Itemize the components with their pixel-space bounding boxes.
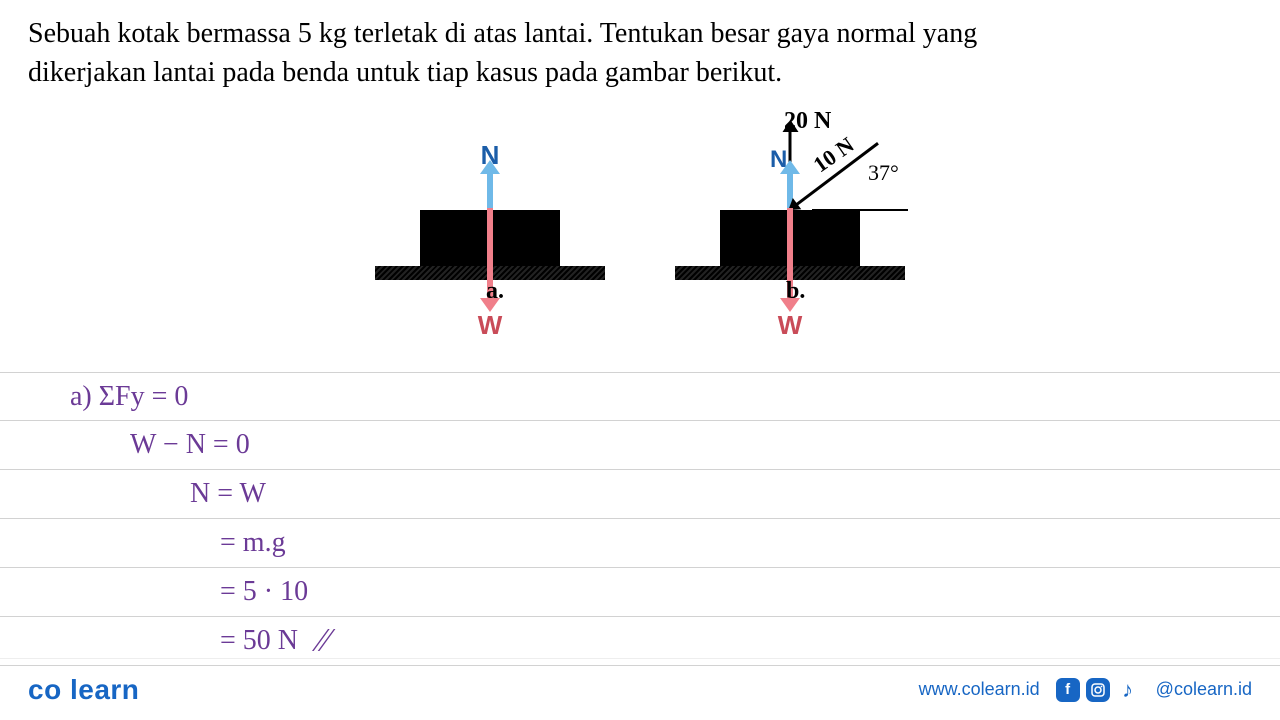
footer-handle: @colearn.id [1156,679,1252,700]
instagram-icon [1086,678,1110,702]
work-text: = 5 · 10 [70,576,308,608]
worked-solution: a) ΣFy = 0 W − N = 0 N = W = m.g = 5 · 1… [0,372,1280,660]
question-text: Sebuah kotak bermassa 5 kg terletak di a… [0,0,1280,92]
work-text: W − N = 0 [70,429,250,461]
part-a-label: a. [486,278,504,305]
angle-label: 37° [868,160,899,186]
end-marks: ⁄⁄ [318,622,329,660]
work-line: a) ΣFy = 0 [0,372,1280,421]
work-line: = m.g [0,519,1280,568]
angled-force-label: 10 N [808,132,858,178]
work-text: N = W [70,478,266,510]
diagram-a: N a. W [355,110,625,340]
diagrams-container: N a. W 20 N N 10 N 37° b. W [0,110,1280,340]
footer-right: www.colearn.id f ♪ @colearn.id [919,678,1252,702]
tiktok-icon: ♪ [1116,678,1140,702]
logo-part1: co [28,674,62,705]
facebook-icon: f [1056,678,1080,702]
footer: co learn www.colearn.id f ♪ @colearn.id [0,658,1280,720]
footer-url: www.colearn.id [919,679,1040,700]
work-text: = 50 N [70,625,298,657]
diagram-b: 20 N N 10 N 37° b. W [655,110,925,340]
weight-label-b: W [778,310,803,341]
work-text: a) ΣFy = 0 [70,381,188,413]
work-line: N = W [0,470,1280,519]
social-icons: f ♪ [1056,678,1140,702]
work-line: W − N = 0 [0,421,1280,470]
logo-part2: learn [70,674,139,705]
weight-label: W [478,310,503,341]
question-line1: Sebuah kotak bermassa 5 kg terletak di a… [28,18,977,49]
work-text: = m.g [70,527,286,559]
part-b-label: b. [786,278,805,305]
brand-logo: co learn [28,674,139,706]
question-line2: dikerjakan lantai pada benda untuk tiap … [28,57,782,88]
work-line: = 5 · 10 [0,568,1280,617]
